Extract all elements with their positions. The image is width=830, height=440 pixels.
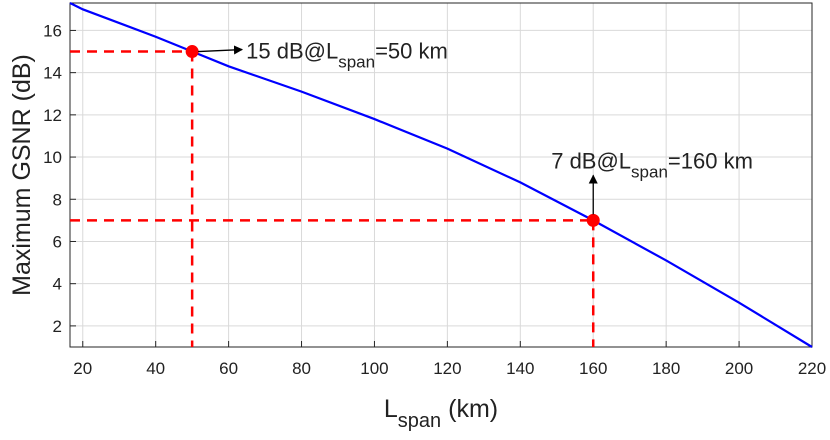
y-tick-label: 2 — [53, 317, 62, 336]
annotation: 7 dB@Lspan=160 km — [551, 148, 753, 181]
annotation-part: 15 dB@L — [246, 39, 338, 64]
x-tick-label: 60 — [219, 359, 238, 378]
x-axis-label-part: (km) — [441, 395, 498, 423]
y-axis-label: Maximum GSNR (dB) — [8, 54, 36, 296]
x-tick-label: 220 — [798, 359, 826, 378]
y-tick-label: 12 — [43, 106, 62, 125]
x-tick-label: 160 — [579, 359, 607, 378]
x-tick-label: 20 — [73, 359, 92, 378]
y-tick-label: 4 — [53, 275, 62, 294]
y-tick-label: 14 — [43, 64, 62, 83]
x-tick-label: 200 — [725, 359, 753, 378]
plot-area — [70, 3, 812, 347]
annotation-part: span — [338, 53, 375, 72]
annotation-part: =160 km — [668, 148, 753, 173]
annotation-part: =50 km — [375, 39, 448, 64]
x-axis-label-part: L — [384, 395, 398, 423]
annotation-part: span — [631, 162, 668, 181]
y-tick-label: 8 — [53, 190, 62, 209]
x-tick-label: 120 — [433, 359, 461, 378]
annotation-part: 7 dB@L — [551, 148, 631, 173]
x-tick-label: 100 — [360, 359, 388, 378]
x-tick-label: 40 — [146, 359, 165, 378]
annotation-arrow — [198, 45, 244, 55]
marker-point — [185, 45, 199, 59]
x-axis-label: Lspan (km) — [384, 395, 498, 432]
annotation: 15 dB@Lspan=50 km — [246, 39, 448, 72]
x-axis-label-part: span — [398, 410, 441, 432]
x-tick-label: 180 — [652, 359, 680, 378]
y-tick-label: 6 — [53, 232, 62, 251]
y-tick-label: 10 — [43, 148, 62, 167]
plot-frame — [69, 2, 813, 348]
x-tick-label: 80 — [292, 359, 311, 378]
y-tick-label: 16 — [43, 21, 62, 40]
data-line — [69, 2, 813, 348]
marker-point — [586, 213, 600, 227]
x-tick-label: 140 — [506, 359, 534, 378]
